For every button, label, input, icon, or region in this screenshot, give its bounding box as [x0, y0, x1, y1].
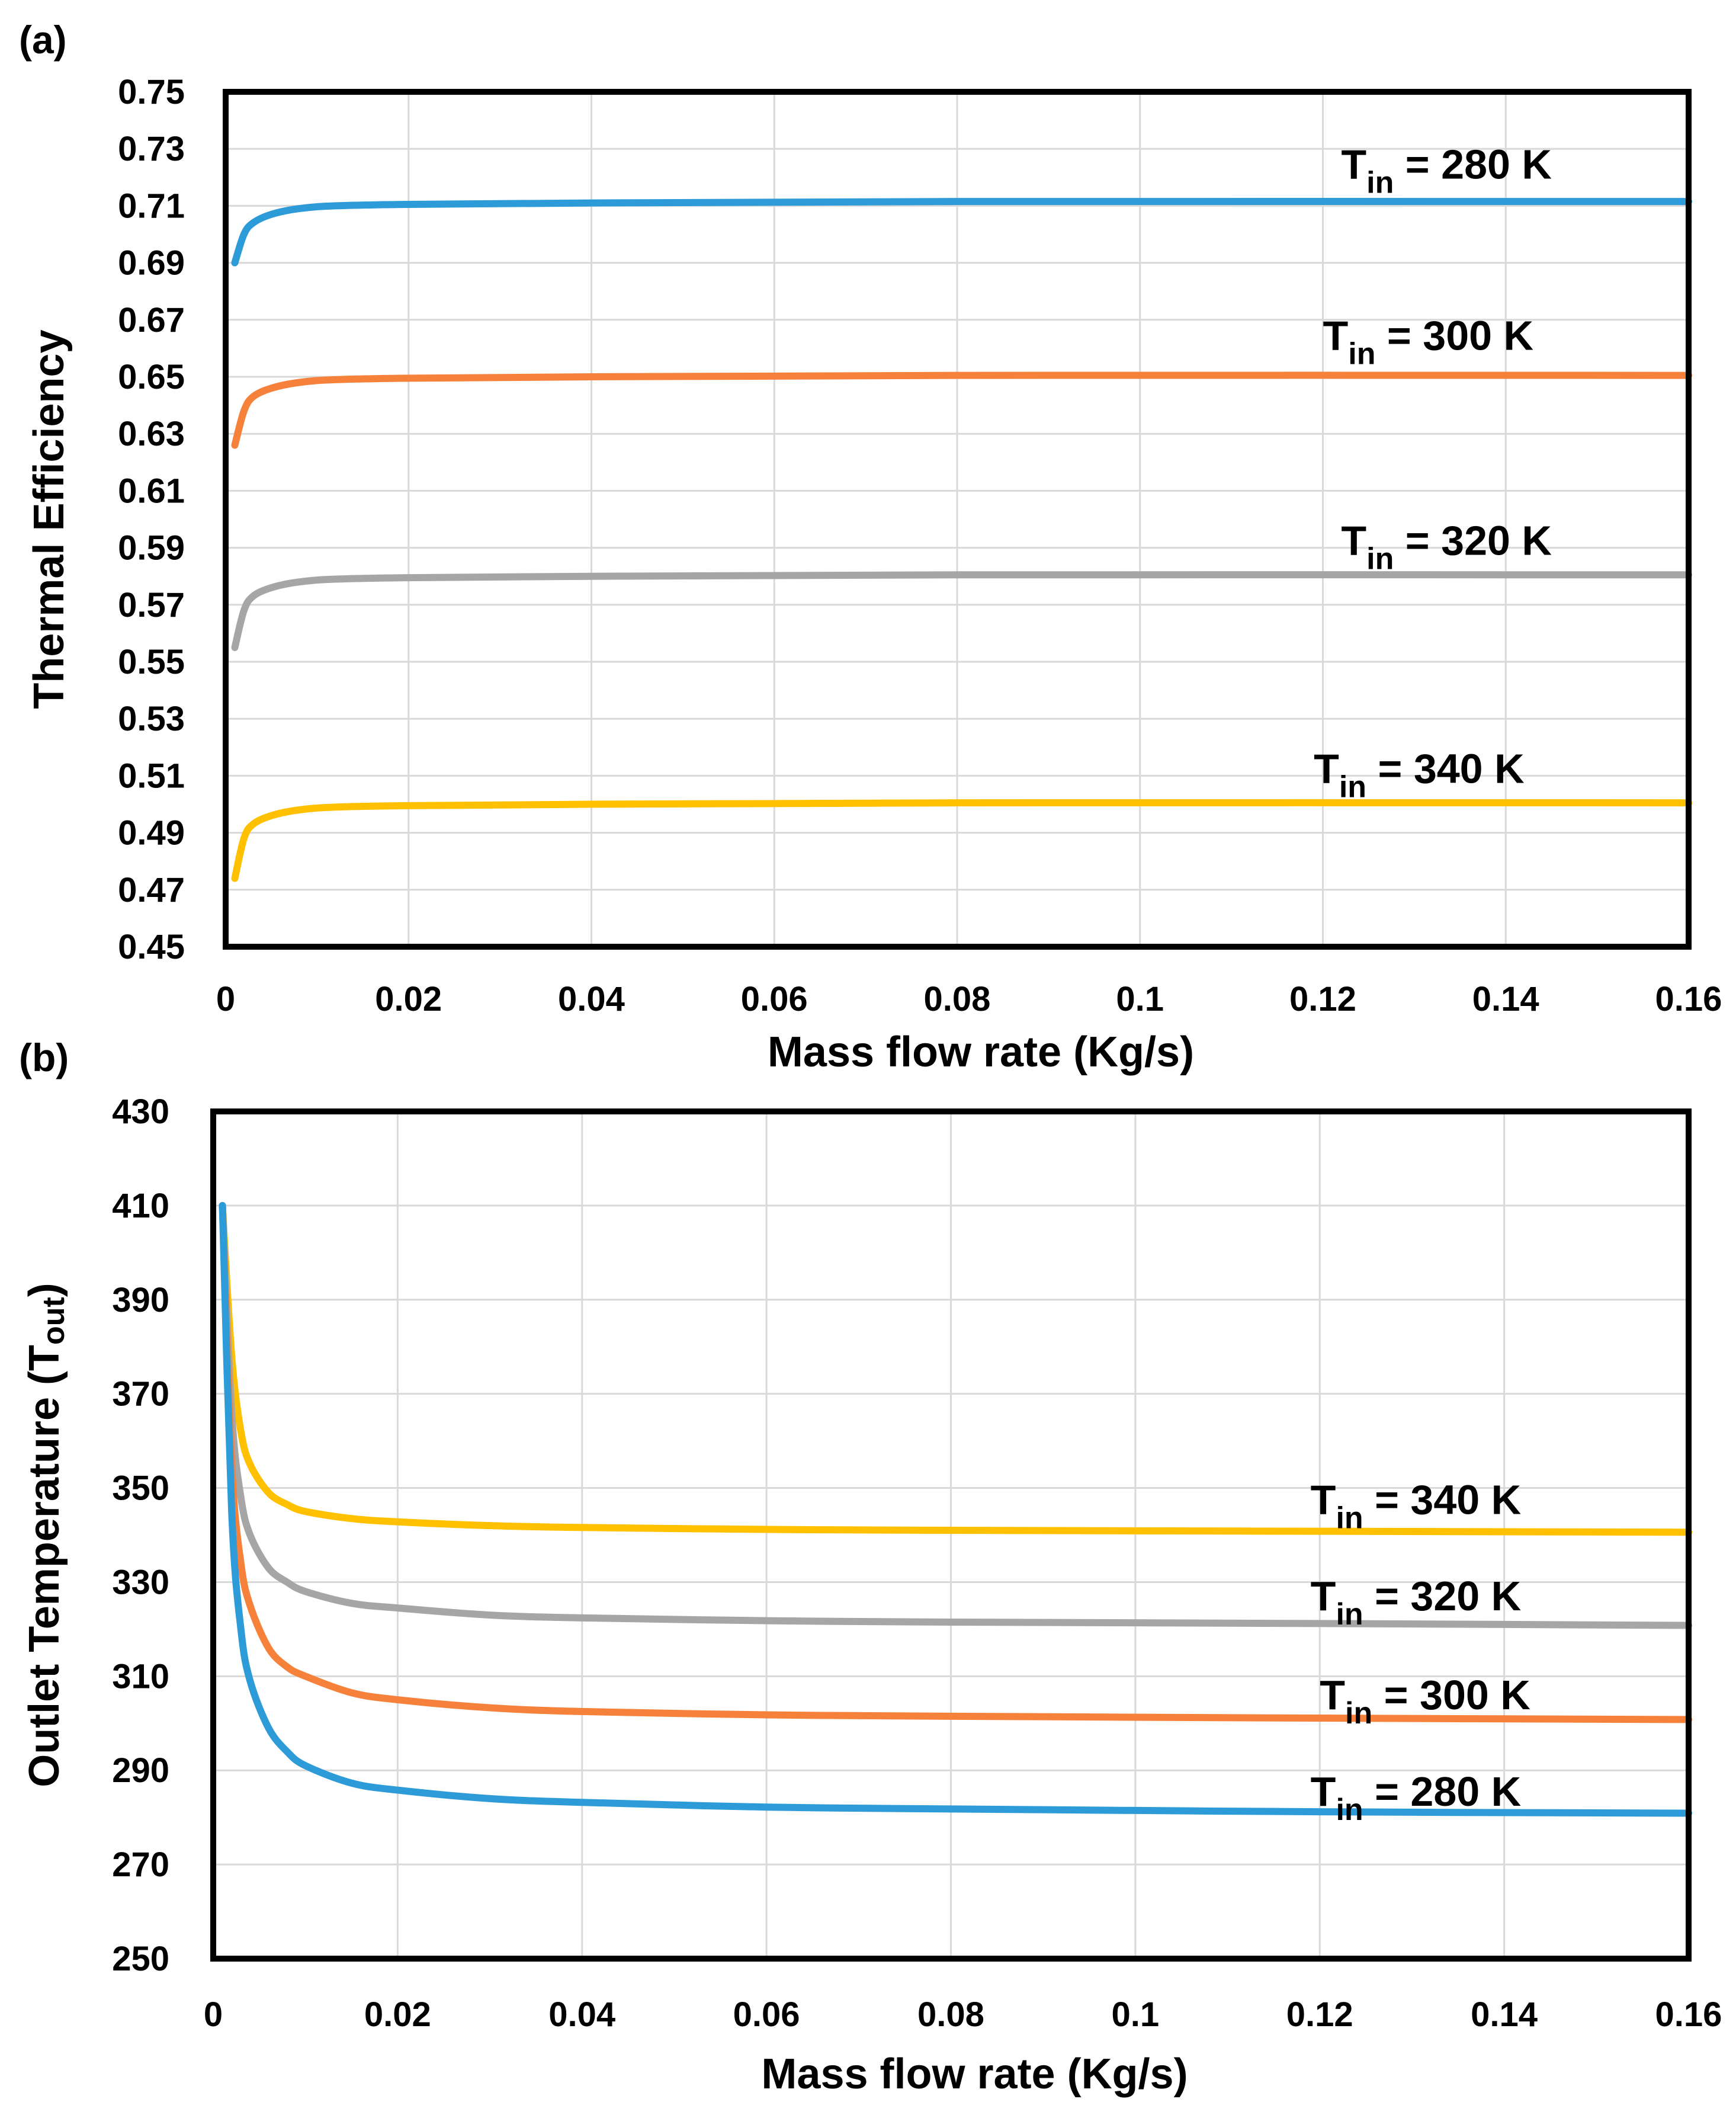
x-tick-label: 0.08	[917, 1995, 984, 2034]
panel-b-grid	[212, 1110, 1690, 1960]
y-tick-label: 0.51	[118, 757, 185, 795]
x-tick-label: 0.14	[1472, 980, 1539, 1018]
x-tick-label: 0.12	[1286, 1995, 1353, 2034]
y-tick-label: 0.57	[118, 586, 185, 624]
x-tick-label: 0.04	[558, 980, 625, 1018]
series-line-tin-320-k	[219, 1201, 1692, 1629]
y-tick-label: 0.45	[118, 928, 185, 966]
panel-a-thermal-efficiency-chart: (a) 0.45 0.47 0.49 0.51 0.53 0.55 0.57 0.59 0.61…	[19, 18, 1722, 1076]
x-tick-label: 0.16	[1655, 980, 1722, 1018]
x-tick-label: 0.14	[1471, 1995, 1538, 2034]
series-label: Tin = 280 K	[1311, 1768, 1522, 1827]
x-tick-label: 0.02	[375, 980, 442, 1018]
panel-a-plot-frame	[223, 89, 1692, 950]
y-tick-label: 250	[112, 1940, 169, 1978]
series-line-tin-320-k	[231, 571, 1692, 651]
series-label: Tin = 340 K	[1311, 1476, 1522, 1535]
y-tick-label: 0.73	[118, 130, 185, 168]
series-line-tin-340-k	[231, 799, 1692, 882]
x-tick-label: 0.06	[733, 1995, 800, 2034]
y-tick-label: 0.71	[118, 187, 185, 225]
panel-b-x-axis-title: Mass flow rate (Kg/s)	[761, 2050, 1188, 2098]
y-tick-label: 370	[112, 1375, 169, 1414]
panel-a-series	[231, 198, 1692, 882]
y-tick-label: 350	[112, 1469, 169, 1508]
panel-a-label: (a)	[19, 18, 67, 62]
panel-a-x-axis-title: Mass flow rate (Kg/s)	[768, 1028, 1194, 1076]
series-line-tin-280-k	[231, 198, 1692, 267]
series-label: Tin = 300 K	[1320, 1672, 1530, 1731]
panel-b-y-axis-title-end: )	[21, 1283, 68, 1297]
y-tick-label: 330	[112, 1563, 169, 1601]
series-line-tin-280-k	[219, 1201, 1692, 1817]
series-line-tin-300-k	[219, 1201, 1692, 1723]
series-line-tin-300-k	[231, 371, 1692, 449]
series-label: Tin = 280 K	[1341, 142, 1552, 200]
y-tick-label: 0.53	[118, 700, 185, 738]
series-line-tin-340-k	[219, 1201, 1692, 1536]
y-tick-label: 0.63	[118, 415, 185, 453]
panel-a-y-axis-title: Thermal Efficiency	[25, 329, 73, 709]
panel-b-outlet-temperature-chart: (b) 250 270 290 310 330 350 370 390 410 430 0 0.02…	[19, 1036, 1722, 2098]
panel-b-series	[219, 1201, 1692, 1817]
y-tick-label: 270	[112, 1845, 169, 1884]
series-label: Tin = 300 K	[1323, 312, 1534, 371]
x-tick-label: 0.08	[924, 980, 991, 1018]
panel-a-y-tick-labels: 0.45 0.47 0.49 0.51 0.53 0.55 0.57 0.59 0.61 0.63…	[118, 73, 185, 966]
y-tick-label: 0.55	[118, 643, 185, 681]
x-tick-label: 0.16	[1655, 1995, 1722, 2034]
y-tick-label: 410	[112, 1187, 169, 1225]
x-tick-label: 0.04	[548, 1995, 615, 2034]
panel-b-y-axis-title-main: Outlet Temperature (T	[21, 1345, 68, 1787]
x-tick-label: 0.12	[1289, 980, 1356, 1018]
x-tick-label: 0.1	[1112, 1995, 1160, 2034]
x-tick-label: 0	[216, 980, 235, 1018]
series-label: Tin = 320 K	[1341, 518, 1552, 576]
y-tick-label: 430	[112, 1092, 169, 1131]
y-tick-label: 0.75	[118, 73, 185, 111]
y-tick-label: 0.47	[118, 871, 185, 909]
x-tick-label: 0.06	[741, 980, 808, 1018]
panel-a-series-labels: Tin = 280 K Tin = 300 K Tin = 320 K Tin = 3…	[1314, 142, 1552, 805]
panel-b-y-tick-labels: 250 270 290 310 330 350 370 390 410 430	[112, 1092, 169, 1978]
y-tick-label: 0.65	[118, 358, 185, 396]
y-tick-label: 0.69	[118, 244, 185, 283]
panel-b-y-axis-title-sub: out	[37, 1297, 71, 1345]
panel-b-x-tick-labels: 0 0.02 0.04 0.06 0.08 0.1 0.12 0.14 0.16	[204, 1995, 1722, 2034]
panel-b-y-axis-title: Outlet Temperature (Tout)	[21, 1283, 71, 1787]
y-tick-label: 390	[112, 1281, 169, 1319]
x-tick-label: 0.1	[1116, 980, 1164, 1018]
x-tick-label: 0	[204, 1995, 223, 2034]
y-tick-label: 0.59	[118, 529, 185, 568]
y-tick-label: 290	[112, 1751, 169, 1790]
panel-b-label: (b)	[19, 1036, 69, 1079]
y-tick-label: 0.49	[118, 814, 185, 853]
y-tick-label: 310	[112, 1657, 169, 1696]
y-tick-label: 0.61	[118, 472, 185, 510]
series-label: Tin = 320 K	[1311, 1573, 1522, 1632]
panel-b-plot-frame	[210, 1108, 1692, 1962]
panel-b-series-labels: Tin = 340 K Tin = 320 K Tin = 300 K Tin = 2…	[1311, 1476, 1530, 1827]
y-tick-label: 0.67	[118, 301, 185, 339]
x-tick-label: 0.02	[364, 1995, 431, 2034]
panel-a-x-tick-labels: 0 0.02 0.04 0.06 0.08 0.1 0.12 0.14 0.16	[216, 980, 1722, 1018]
series-label: Tin = 340 K	[1314, 745, 1525, 804]
